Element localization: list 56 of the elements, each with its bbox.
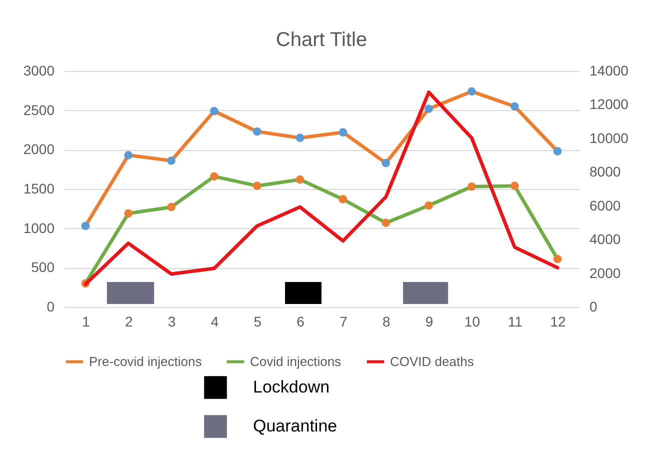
legend-label: Lockdown [253,378,330,396]
point [252,127,262,136]
point [553,147,562,156]
x-tick-label: 4 [210,314,219,330]
point [553,254,562,264]
y2-tick-label: 4000 [590,231,621,248]
legend-label: Quarantine [253,416,338,436]
point [167,156,176,165]
point [424,201,433,210]
y-tick-label: 2500 [23,102,55,118]
point [468,87,476,96]
x-tick-label: 9 [425,314,434,330]
point [424,104,433,113]
x-tick-label: 5 [254,314,262,330]
point [296,175,304,184]
point [382,158,390,168]
y2-tick-label: 12000 [590,96,629,112]
point [124,209,133,218]
legend-label: COVID deaths [390,354,474,369]
point [210,106,218,116]
y2-tick-label: 0 [590,298,598,314]
point [124,151,133,160]
point [468,182,476,191]
x-tick-label: 10 [464,314,480,330]
point [510,102,519,111]
y2-tick-label: 2000 [590,264,621,281]
point [252,182,262,190]
x-tick-label: 7 [340,314,348,330]
y2-tick-label: 6000 [590,197,621,214]
y2-tick-label: 10000 [590,130,629,146]
y-tick-label: 1000 [23,220,55,236]
y-tick-label: 500 [31,259,55,276]
point [81,222,90,230]
x-tick-label: 1 [82,314,90,330]
x-tick-label: 11 [508,314,523,330]
y-tick-label: 1500 [23,180,55,196]
y2-tick-label: 14000 [590,62,629,78]
chart-title: Chart Title [276,29,368,51]
legend-label: Pre-covid injections [89,354,202,369]
y-tick-label: 3000 [23,62,55,78]
x-tick-label: 3 [168,314,176,330]
y2-tick-label: 8000 [590,164,621,180]
point [296,134,304,142]
point [210,172,218,181]
y-tick-label: 2000 [23,141,55,158]
point [338,195,348,204]
x-tick-label: 8 [382,314,390,330]
point [338,128,348,137]
x-tick-label: 12 [550,314,566,330]
y-tick-label: 0 [46,298,55,314]
point [510,182,519,190]
legend-label: Covid injections [250,354,342,369]
x-tick-label: 6 [296,314,305,330]
point [167,202,176,212]
x-tick-label: 2 [124,314,133,330]
point [382,218,390,227]
